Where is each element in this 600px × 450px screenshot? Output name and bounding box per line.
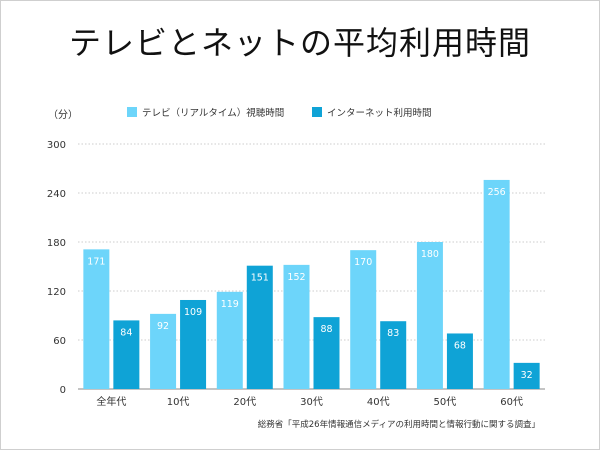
bar bbox=[150, 313, 177, 389]
data-label: 180 bbox=[421, 249, 439, 260]
data-label: 92 bbox=[157, 321, 169, 332]
bar bbox=[313, 317, 340, 389]
bar bbox=[283, 264, 310, 389]
bar bbox=[446, 333, 473, 389]
x-tick-label: 60代 bbox=[500, 396, 523, 408]
data-label: 256 bbox=[488, 187, 506, 198]
data-label: 88 bbox=[320, 324, 332, 335]
source-note: 総務省「平成26年情報通信メディアの利用時間と情報行動に関する調査」 bbox=[257, 420, 540, 430]
page-title: テレビとネットの平均利用時間 bbox=[68, 24, 531, 62]
bar bbox=[513, 362, 540, 389]
data-label: 68 bbox=[454, 340, 466, 351]
x-tick-label: 20代 bbox=[233, 396, 256, 408]
bar bbox=[180, 299, 207, 389]
bar bbox=[113, 320, 140, 389]
y-tick-label: 300 bbox=[47, 140, 66, 151]
data-label: 119 bbox=[221, 299, 239, 310]
data-label: 83 bbox=[387, 328, 399, 339]
legend-label: テレビ（リアルタイム）視聴時間 bbox=[142, 107, 284, 119]
bar bbox=[246, 265, 273, 389]
data-label: 109 bbox=[184, 307, 202, 318]
x-tick-label: 50代 bbox=[434, 396, 457, 408]
y-tick-label: 180 bbox=[47, 238, 66, 249]
bar bbox=[216, 291, 243, 389]
bar bbox=[416, 242, 443, 389]
bar bbox=[83, 249, 110, 389]
data-label: 84 bbox=[120, 327, 132, 338]
x-tick-label: 10代 bbox=[167, 396, 190, 408]
y-tick-label: 240 bbox=[47, 189, 66, 200]
legend-swatch bbox=[312, 107, 322, 117]
y-tick-label: 60 bbox=[53, 336, 66, 347]
data-label: 171 bbox=[87, 256, 105, 267]
x-tick-label: 40代 bbox=[367, 396, 390, 408]
data-label: 32 bbox=[521, 370, 533, 381]
x-tick-label: 全年代 bbox=[96, 395, 126, 408]
y-axis-label: （分） bbox=[48, 109, 78, 121]
bar bbox=[483, 179, 510, 389]
bar bbox=[380, 321, 407, 389]
data-label: 170 bbox=[354, 257, 372, 268]
data-label: 152 bbox=[287, 272, 305, 283]
data-label: 151 bbox=[251, 273, 269, 284]
y-tick-label: 0 bbox=[60, 385, 66, 396]
legend-swatch bbox=[127, 107, 137, 117]
y-tick-label: 120 bbox=[47, 287, 66, 298]
bar bbox=[350, 250, 377, 389]
x-tick-label: 30代 bbox=[300, 396, 323, 408]
legend-label: インターネット利用時間 bbox=[327, 107, 432, 119]
